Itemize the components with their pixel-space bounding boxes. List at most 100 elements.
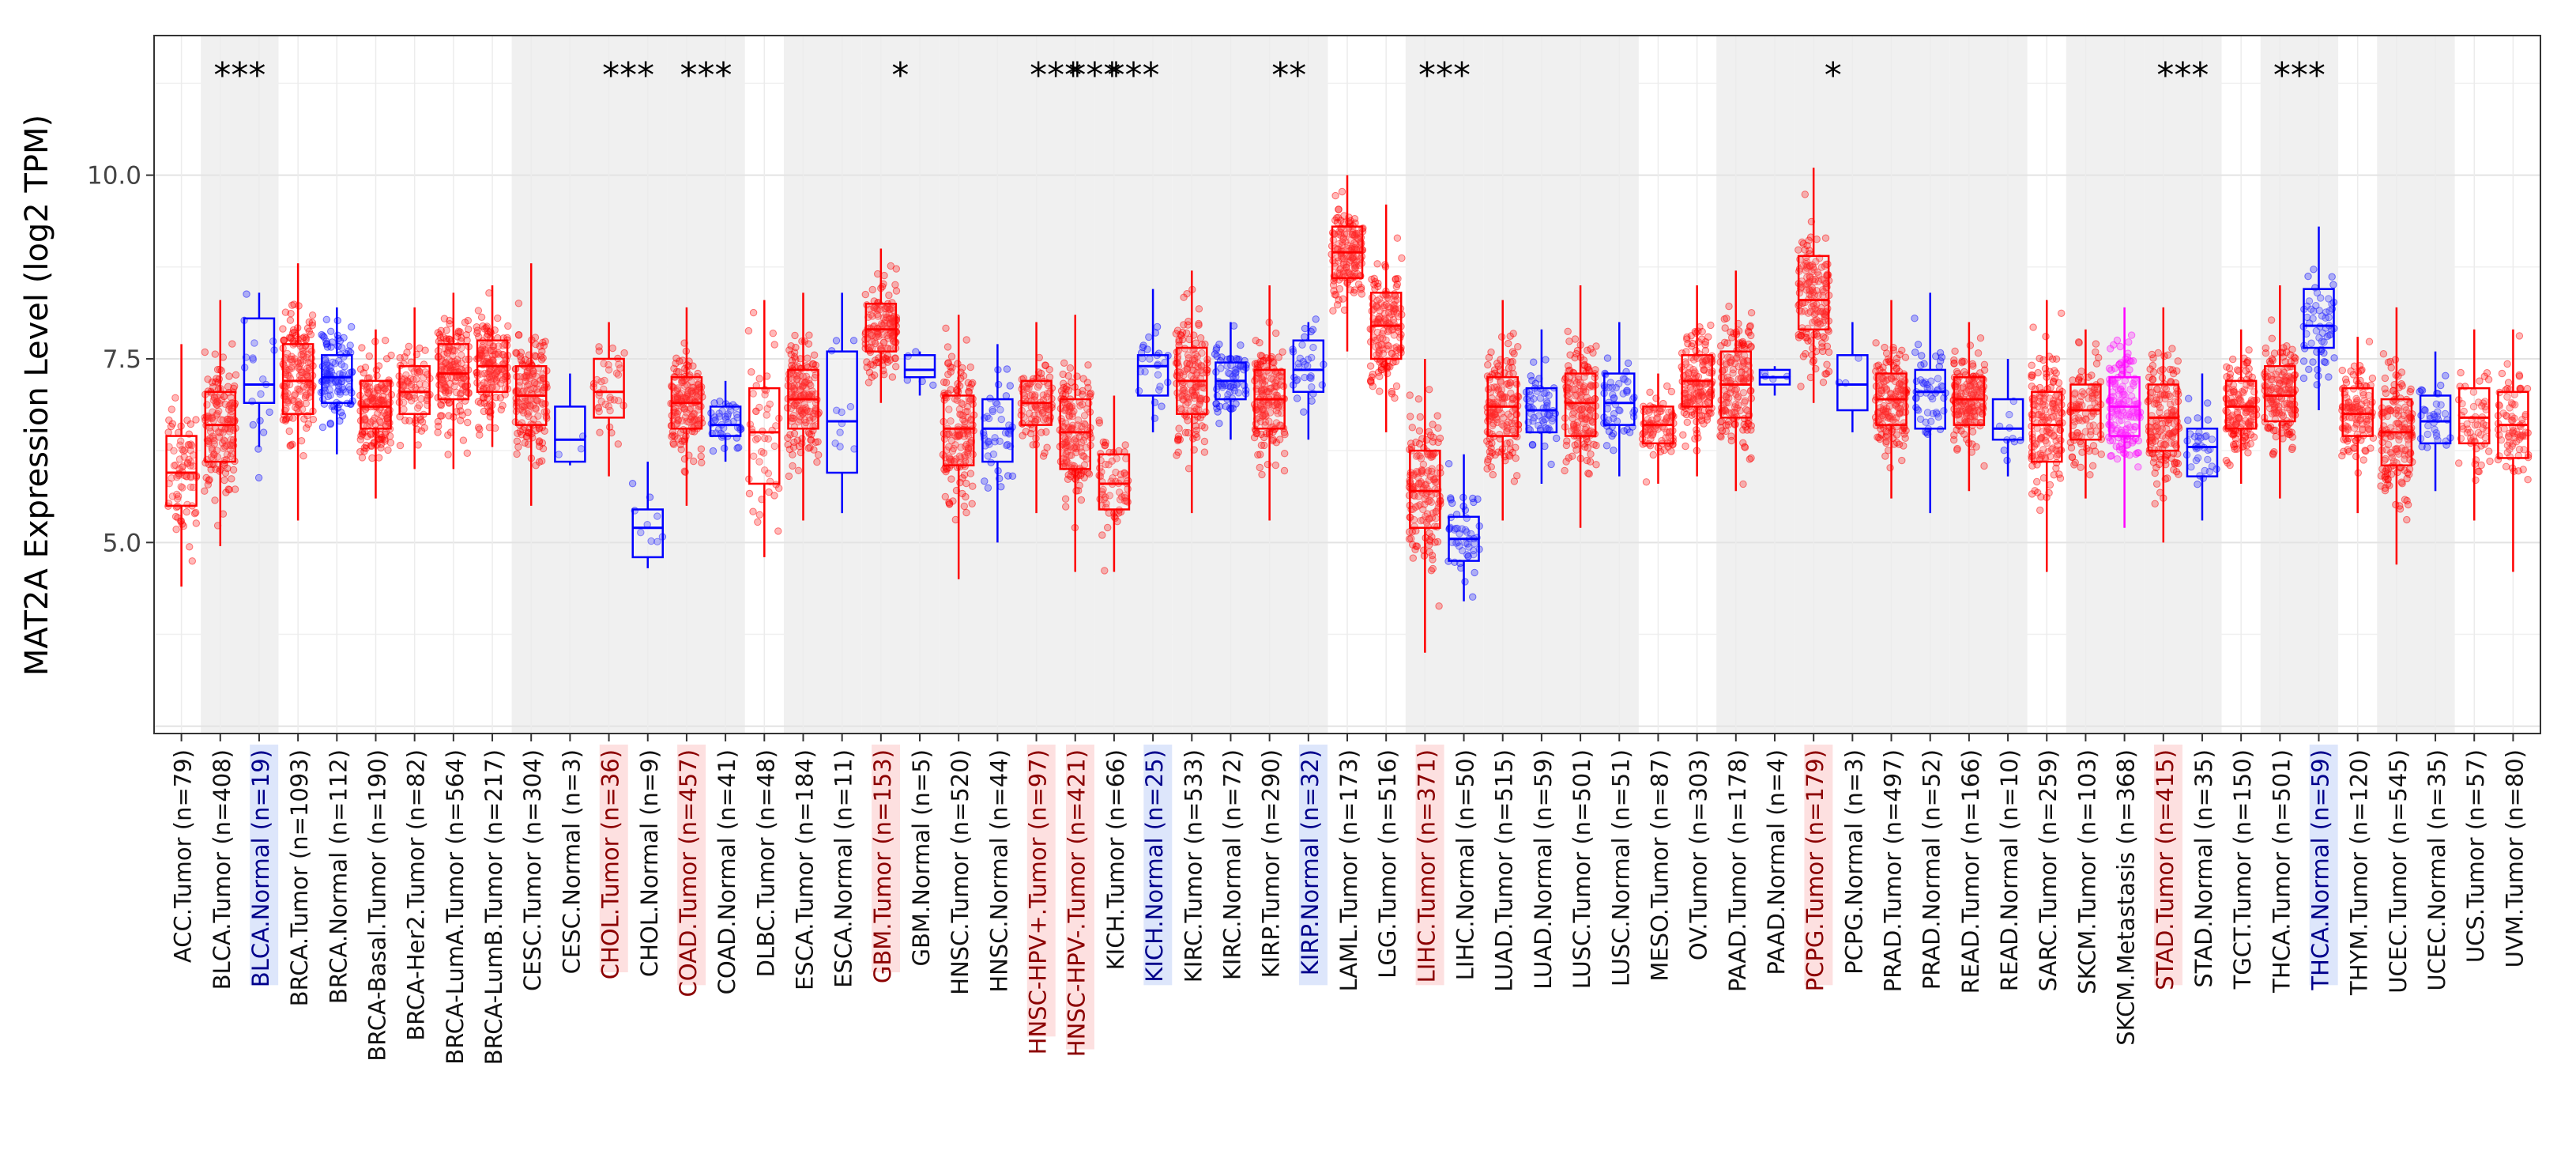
data-point [1561, 467, 1568, 473]
data-point [460, 437, 466, 443]
data-point [948, 476, 955, 482]
data-point [1004, 366, 1010, 372]
data-point [299, 335, 306, 341]
data-point [1726, 303, 1732, 309]
data-point [1019, 432, 1026, 439]
data-point [1718, 434, 1724, 440]
data-point [1510, 371, 1516, 377]
data-point [967, 364, 974, 370]
data-point [417, 417, 424, 423]
data-point [1938, 354, 1945, 360]
data-point [756, 375, 763, 382]
data-point [945, 360, 951, 366]
data-point [884, 359, 891, 365]
data-point [1393, 383, 1399, 389]
data-point [465, 409, 471, 416]
data-point [382, 338, 389, 344]
data-point [1495, 449, 1501, 455]
data-point [1102, 568, 1108, 574]
data-point [1542, 356, 1549, 363]
data-point [1505, 340, 1512, 346]
data-point [1718, 424, 1724, 431]
data-point [193, 417, 199, 423]
data-point [1350, 289, 1357, 296]
data-point [970, 379, 976, 386]
data-point [1883, 434, 1889, 440]
data-point [1567, 352, 1573, 358]
data-point [699, 459, 705, 466]
data-point [1003, 393, 1009, 399]
data-point [319, 424, 326, 430]
data-point [629, 481, 635, 487]
data-point [475, 307, 481, 314]
data-point [191, 511, 198, 517]
data-point [1190, 436, 1196, 442]
data-point [1795, 247, 1802, 253]
data-point [750, 309, 756, 315]
data-point [1625, 360, 1631, 366]
data-point [1009, 473, 1015, 479]
data-point [1959, 360, 1965, 366]
data-point [305, 421, 311, 427]
data-point [1282, 451, 1288, 457]
data-point [1584, 457, 1590, 463]
data-point [1515, 344, 1521, 350]
data-point [382, 436, 388, 442]
data-point [166, 417, 172, 423]
data-point [615, 441, 621, 447]
data-point [1462, 579, 1468, 585]
data-point [1309, 398, 1315, 404]
data-point [1429, 534, 1435, 540]
data-point [1078, 496, 1084, 503]
data-point [963, 509, 970, 515]
data-point [946, 499, 952, 505]
data-point [1394, 235, 1400, 241]
data-point [1237, 342, 1244, 349]
data-point [243, 291, 250, 297]
data-point [189, 558, 195, 564]
data-point [1371, 281, 1377, 288]
data-point [943, 379, 949, 386]
data-point [222, 470, 228, 476]
data-point [710, 447, 716, 454]
data-point [232, 383, 238, 389]
data-point [1507, 333, 1513, 339]
data-point [1116, 510, 1122, 516]
data-point [280, 326, 286, 332]
data-point [1184, 322, 1191, 328]
data-point [1664, 383, 1670, 389]
data-point [201, 488, 208, 494]
data-point [446, 321, 453, 327]
data-point [1650, 451, 1656, 458]
data-point [1277, 436, 1283, 443]
data-point [465, 419, 471, 425]
data-point [1882, 453, 1889, 459]
data-point [892, 281, 898, 288]
data-point [1952, 348, 1958, 354]
data-point [1814, 333, 1821, 339]
data-point [514, 350, 520, 356]
data-point [1819, 344, 1825, 350]
data-point [1063, 386, 1069, 392]
data-point [289, 302, 296, 308]
data-point [1392, 394, 1398, 401]
data-point [1881, 344, 1888, 350]
data-point [298, 438, 304, 444]
data-point [745, 327, 751, 334]
data-point [1029, 425, 1035, 432]
data-point [850, 338, 857, 344]
data-point [1565, 363, 1572, 369]
data-point [1448, 496, 1454, 503]
data-point [1911, 315, 1918, 322]
data-point [1395, 275, 1401, 281]
data-point [327, 421, 333, 428]
data-point [205, 477, 212, 484]
data-point [542, 338, 548, 345]
data-point [1434, 538, 1441, 545]
data-point [998, 484, 1004, 490]
data-point [1798, 383, 1804, 390]
data-point [1084, 379, 1090, 386]
data-point [1887, 465, 1893, 471]
data-point [1222, 403, 1229, 409]
